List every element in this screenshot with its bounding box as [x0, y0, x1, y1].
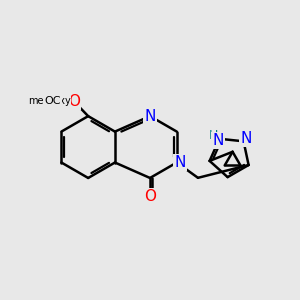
Text: OC: OC	[44, 96, 61, 106]
Text: O: O	[144, 189, 156, 204]
Text: N: N	[240, 131, 252, 146]
Text: H: H	[208, 129, 218, 142]
Text: methoxy: methoxy	[28, 96, 70, 106]
Text: N: N	[175, 155, 186, 170]
Text: N: N	[144, 109, 156, 124]
Text: N: N	[212, 133, 224, 148]
Text: O: O	[68, 94, 80, 109]
